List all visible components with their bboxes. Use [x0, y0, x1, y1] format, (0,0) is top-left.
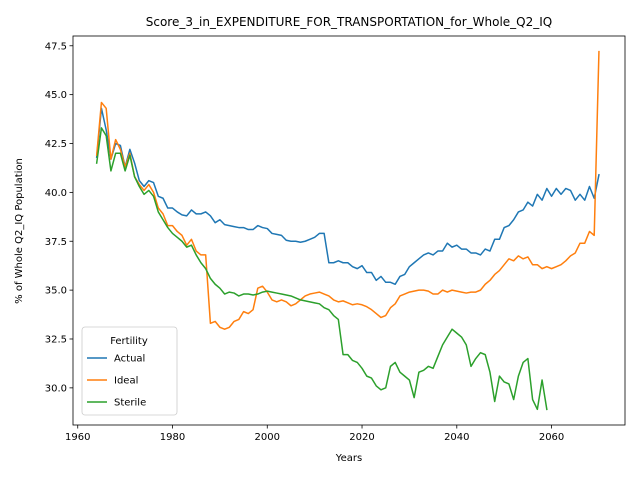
x-tick-label: 2060	[539, 432, 564, 443]
chart-title: Score_3_in_EXPENDITURE_FOR_TRANSPORTATIO…	[146, 15, 552, 29]
y-axis-label: % of Whole Q2_IQ Population	[14, 158, 25, 304]
x-axis: 1960 1980 2000 2020 2040 2060	[65, 425, 564, 443]
series-line-actual	[95, 107, 600, 286]
series-line-ideal	[95, 50, 600, 330]
y-tick-label: 32.5	[45, 334, 67, 345]
series-layer	[95, 50, 600, 411]
x-tick-label: 2040	[444, 432, 469, 443]
legend-label-ideal: Ideal	[114, 376, 138, 387]
y-tick-label: 47.5	[45, 41, 67, 52]
y-axis: 30.0 32.5 35.0 37.5 40.0 42.5 45.0 47.5	[45, 41, 73, 394]
plot-frame	[72, 35, 626, 426]
y-tick-label: 40.0	[45, 188, 67, 199]
legend-entries: Actual Ideal Sterile	[87, 354, 146, 409]
series-line-sterile	[95, 127, 548, 411]
y-tick-label: 35.0	[45, 286, 67, 297]
x-tick-label: 1960	[65, 432, 90, 443]
x-tick-label: 2020	[349, 432, 374, 443]
y-tick-label: 45.0	[45, 90, 67, 101]
legend-label-sterile: Sterile	[114, 398, 146, 409]
legend: Fertility Actual Ideal Sterile	[81, 326, 178, 416]
x-tick-label: 1980	[160, 432, 185, 443]
x-axis-label: Years	[335, 453, 362, 464]
legend-label-actual: Actual	[114, 354, 145, 365]
y-tick-label: 42.5	[45, 139, 67, 150]
legend-title: Fertility	[110, 336, 148, 347]
plot-area: 1960 1980 2000 2020 2040 2060 30.0 32.5 35.0 37.…	[45, 35, 626, 443]
y-tick-label: 30.0	[45, 383, 67, 394]
y-tick-label: 37.5	[45, 237, 67, 248]
legend-box	[81, 326, 178, 416]
x-tick-label: 2000	[255, 432, 280, 443]
